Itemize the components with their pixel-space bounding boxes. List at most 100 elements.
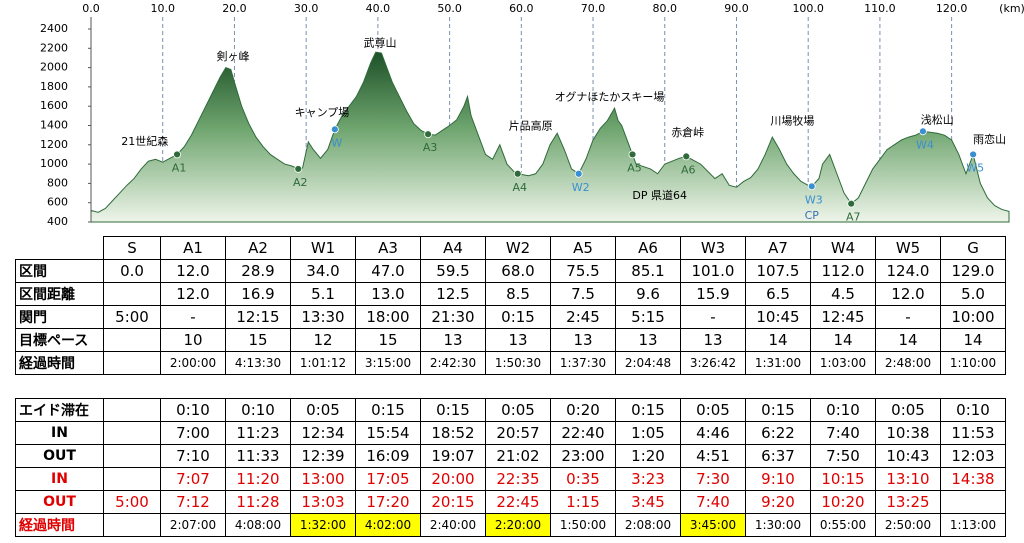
annotation: 赤倉峠 bbox=[671, 125, 704, 139]
table-cell: 2:07:00 bbox=[160, 513, 226, 537]
table-cell: 1:50:30 bbox=[485, 351, 551, 375]
table-cell: 12.5 bbox=[420, 282, 486, 306]
x-tick-label: 120.0 bbox=[936, 2, 968, 15]
checkpoint-label: W5 bbox=[966, 161, 984, 174]
table-cell: 4:08:00 bbox=[225, 513, 291, 537]
table-cell: 区間 bbox=[15, 259, 104, 283]
table-cell: 1:20 bbox=[615, 444, 681, 468]
table-cell: W2 bbox=[485, 236, 551, 260]
table-cell: 13 bbox=[680, 328, 746, 352]
table-cell bbox=[103, 398, 161, 422]
table-cell: 14 bbox=[810, 328, 876, 352]
table-cell: 18:00 bbox=[355, 305, 421, 329]
table-cell: 16:09 bbox=[355, 444, 421, 468]
table-cell: 13.0 bbox=[355, 282, 421, 306]
table-cell: 1:30:00 bbox=[745, 513, 811, 537]
table-cell: W3 bbox=[680, 236, 746, 260]
table-cell: 15.9 bbox=[680, 282, 746, 306]
table-cell: 1:01:12 bbox=[290, 351, 356, 375]
table-cell: 1:32:00 bbox=[290, 513, 356, 537]
table-cell: 経過時間 bbox=[15, 513, 104, 537]
annotation: 川場牧場 bbox=[770, 114, 814, 128]
table-cell: 15:54 bbox=[355, 421, 421, 445]
table-cell: IN bbox=[15, 421, 104, 445]
table-cell: 0:05 bbox=[290, 398, 356, 422]
table-cell: 23:00 bbox=[550, 444, 616, 468]
checkpoint-label: A1 bbox=[172, 161, 187, 174]
table-cell: 7:40 bbox=[680, 490, 746, 514]
checkpoint-label: A2 bbox=[293, 176, 308, 189]
table-cell: 4:13:30 bbox=[225, 351, 291, 375]
checkpoint-label: W3 bbox=[805, 193, 823, 206]
y-tick-label: 1000 bbox=[40, 157, 68, 170]
table-cell: 5.0 bbox=[940, 282, 1006, 306]
table-cell: 5:00 bbox=[103, 305, 161, 329]
table-cell: 5:15 bbox=[615, 305, 681, 329]
table-cell: 112.0 bbox=[810, 259, 876, 283]
x-axis-label: (km) bbox=[999, 2, 1024, 15]
table-cell: 16.9 bbox=[225, 282, 291, 306]
table-cell: 14 bbox=[875, 328, 941, 352]
table-cell: 0:35 bbox=[550, 467, 616, 491]
time-table: エイド滞在 0:10 0:10 0:05 0:15 0:15 0:05 0:20 0:15 0:0… bbox=[15, 398, 1006, 537]
table-row: IN 7:07 11:20 13:00 17:05 20:00 22:35 0:35 3:23 7… bbox=[15, 467, 1006, 491]
table-cell: A5 bbox=[550, 236, 616, 260]
table-cell: G bbox=[940, 236, 1006, 260]
table-cell: 4:46 bbox=[680, 421, 746, 445]
table-cell: 11:33 bbox=[225, 444, 291, 468]
table-cell: 1:13:00 bbox=[940, 513, 1006, 537]
x-tick-label: 30.0 bbox=[294, 2, 319, 15]
table-cell: 0:05 bbox=[875, 398, 941, 422]
table-cell: 6:22 bbox=[745, 421, 811, 445]
table-cell: 10:45 bbox=[745, 305, 811, 329]
table-cell: 17:05 bbox=[355, 467, 421, 491]
table-cell: 20:00 bbox=[420, 467, 486, 491]
table-cell: 7:00 bbox=[160, 421, 226, 445]
annotation: オグナほたかスキー場 bbox=[555, 90, 665, 104]
table-row: 経過時間 2:00:00 4:13:30 1:01:12 3:15:00 2:42:30 1… bbox=[15, 351, 1006, 375]
table-cell: 20:15 bbox=[420, 490, 486, 514]
table-cell: 2:08:00 bbox=[615, 513, 681, 537]
table-row: S A1 A2 W1 A3 A4 W2 A5 A6 W3 A7 W4 W5 G bbox=[16, 236, 1006, 260]
x-tick-label: 40.0 bbox=[366, 2, 391, 15]
checkpoint-marker bbox=[330, 125, 339, 134]
y-tick-label: 2200 bbox=[40, 41, 68, 54]
table-cell: 17:20 bbox=[355, 490, 421, 514]
annotation: 武尊山 bbox=[364, 35, 397, 49]
table-cell bbox=[103, 467, 161, 491]
annotation: 浅松山 bbox=[921, 113, 954, 127]
table-cell: 0:15 bbox=[615, 398, 681, 422]
table-cell: 0:10 bbox=[810, 398, 876, 422]
x-tick-label: 90.0 bbox=[724, 2, 749, 15]
checkpoint-marker bbox=[919, 127, 927, 136]
table-cell: 18:52 bbox=[420, 421, 486, 445]
x-tick-label: 0.0 bbox=[82, 2, 100, 15]
table-cell: 107.5 bbox=[745, 259, 811, 283]
checkpoint-marker bbox=[969, 150, 978, 159]
table-cell: 124.0 bbox=[875, 259, 941, 283]
table-cell: エイド滞在 bbox=[15, 398, 104, 422]
table-cell: 2:48:00 bbox=[875, 351, 941, 375]
table-cell: 0:55:00 bbox=[810, 513, 876, 537]
table-cell: 13:00 bbox=[290, 467, 356, 491]
checkpoint-marker bbox=[424, 130, 432, 139]
table-cell: 3:26:42 bbox=[680, 351, 746, 375]
table-cell: 34.0 bbox=[290, 259, 356, 283]
table-row: エイド滞在 0:10 0:10 0:05 0:15 0:15 0:05 0:20 0:15 0:0… bbox=[15, 398, 1006, 422]
table-cell: 0:10 bbox=[225, 398, 291, 422]
table-cell: 0:15 bbox=[355, 398, 421, 422]
x-tick-label: 70.0 bbox=[581, 2, 606, 15]
table-cell: W4 bbox=[810, 236, 876, 260]
table-cell: 5.1 bbox=[290, 282, 356, 306]
annotation: 雨恋山 bbox=[973, 132, 1006, 146]
checkpoint-label: W2 bbox=[572, 181, 590, 194]
table-cell: 7:40 bbox=[810, 421, 876, 445]
table-cell: 12:45 bbox=[810, 305, 876, 329]
y-tick-label: 1800 bbox=[40, 80, 68, 93]
annotation: CP bbox=[805, 209, 820, 222]
table-cell bbox=[103, 421, 161, 445]
table-cell: 13 bbox=[615, 328, 681, 352]
table-row: IN 7:00 11:23 12:34 15:54 18:52 20:57 22:40 1:05… bbox=[15, 421, 1006, 445]
table-cell: 0:15 bbox=[420, 398, 486, 422]
